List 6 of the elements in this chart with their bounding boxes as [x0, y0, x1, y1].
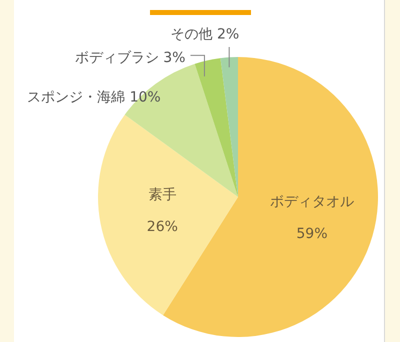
slice-label: ボディタオル: [270, 194, 354, 210]
slice-label: 素手: [148, 187, 176, 204]
slice-label: ボディブラシ 3%: [74, 50, 186, 66]
slice-label: その他 2%: [170, 26, 240, 43]
data-label: 59%: [296, 226, 328, 242]
data-label: 26%: [146, 219, 178, 236]
